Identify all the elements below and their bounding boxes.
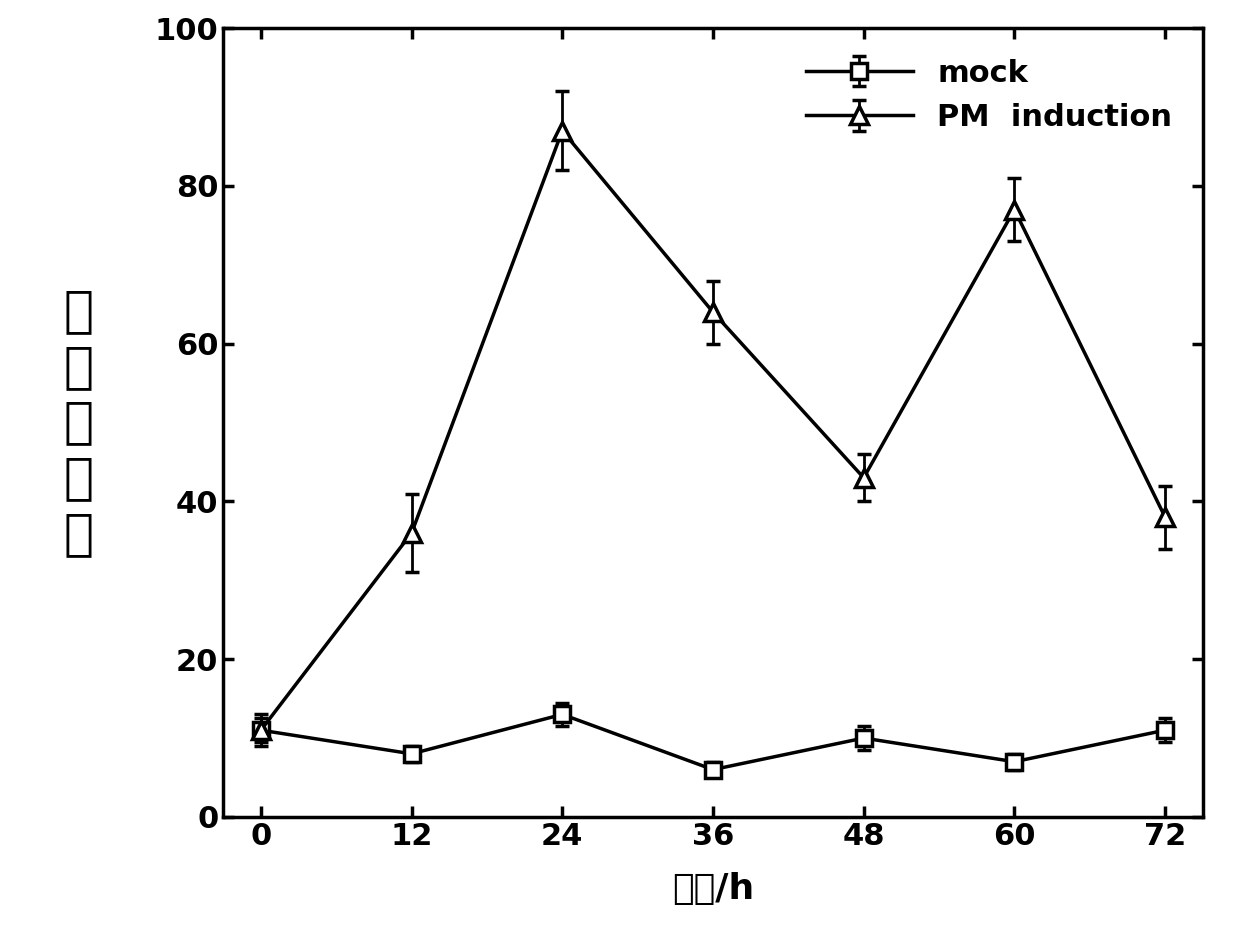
- Y-axis label: 相
对
表
达
量: 相 对 表 达 量: [63, 287, 93, 558]
- Legend: mock, PM  induction: mock, PM induction: [791, 43, 1188, 147]
- X-axis label: 时间/h: 时间/h: [672, 871, 754, 905]
